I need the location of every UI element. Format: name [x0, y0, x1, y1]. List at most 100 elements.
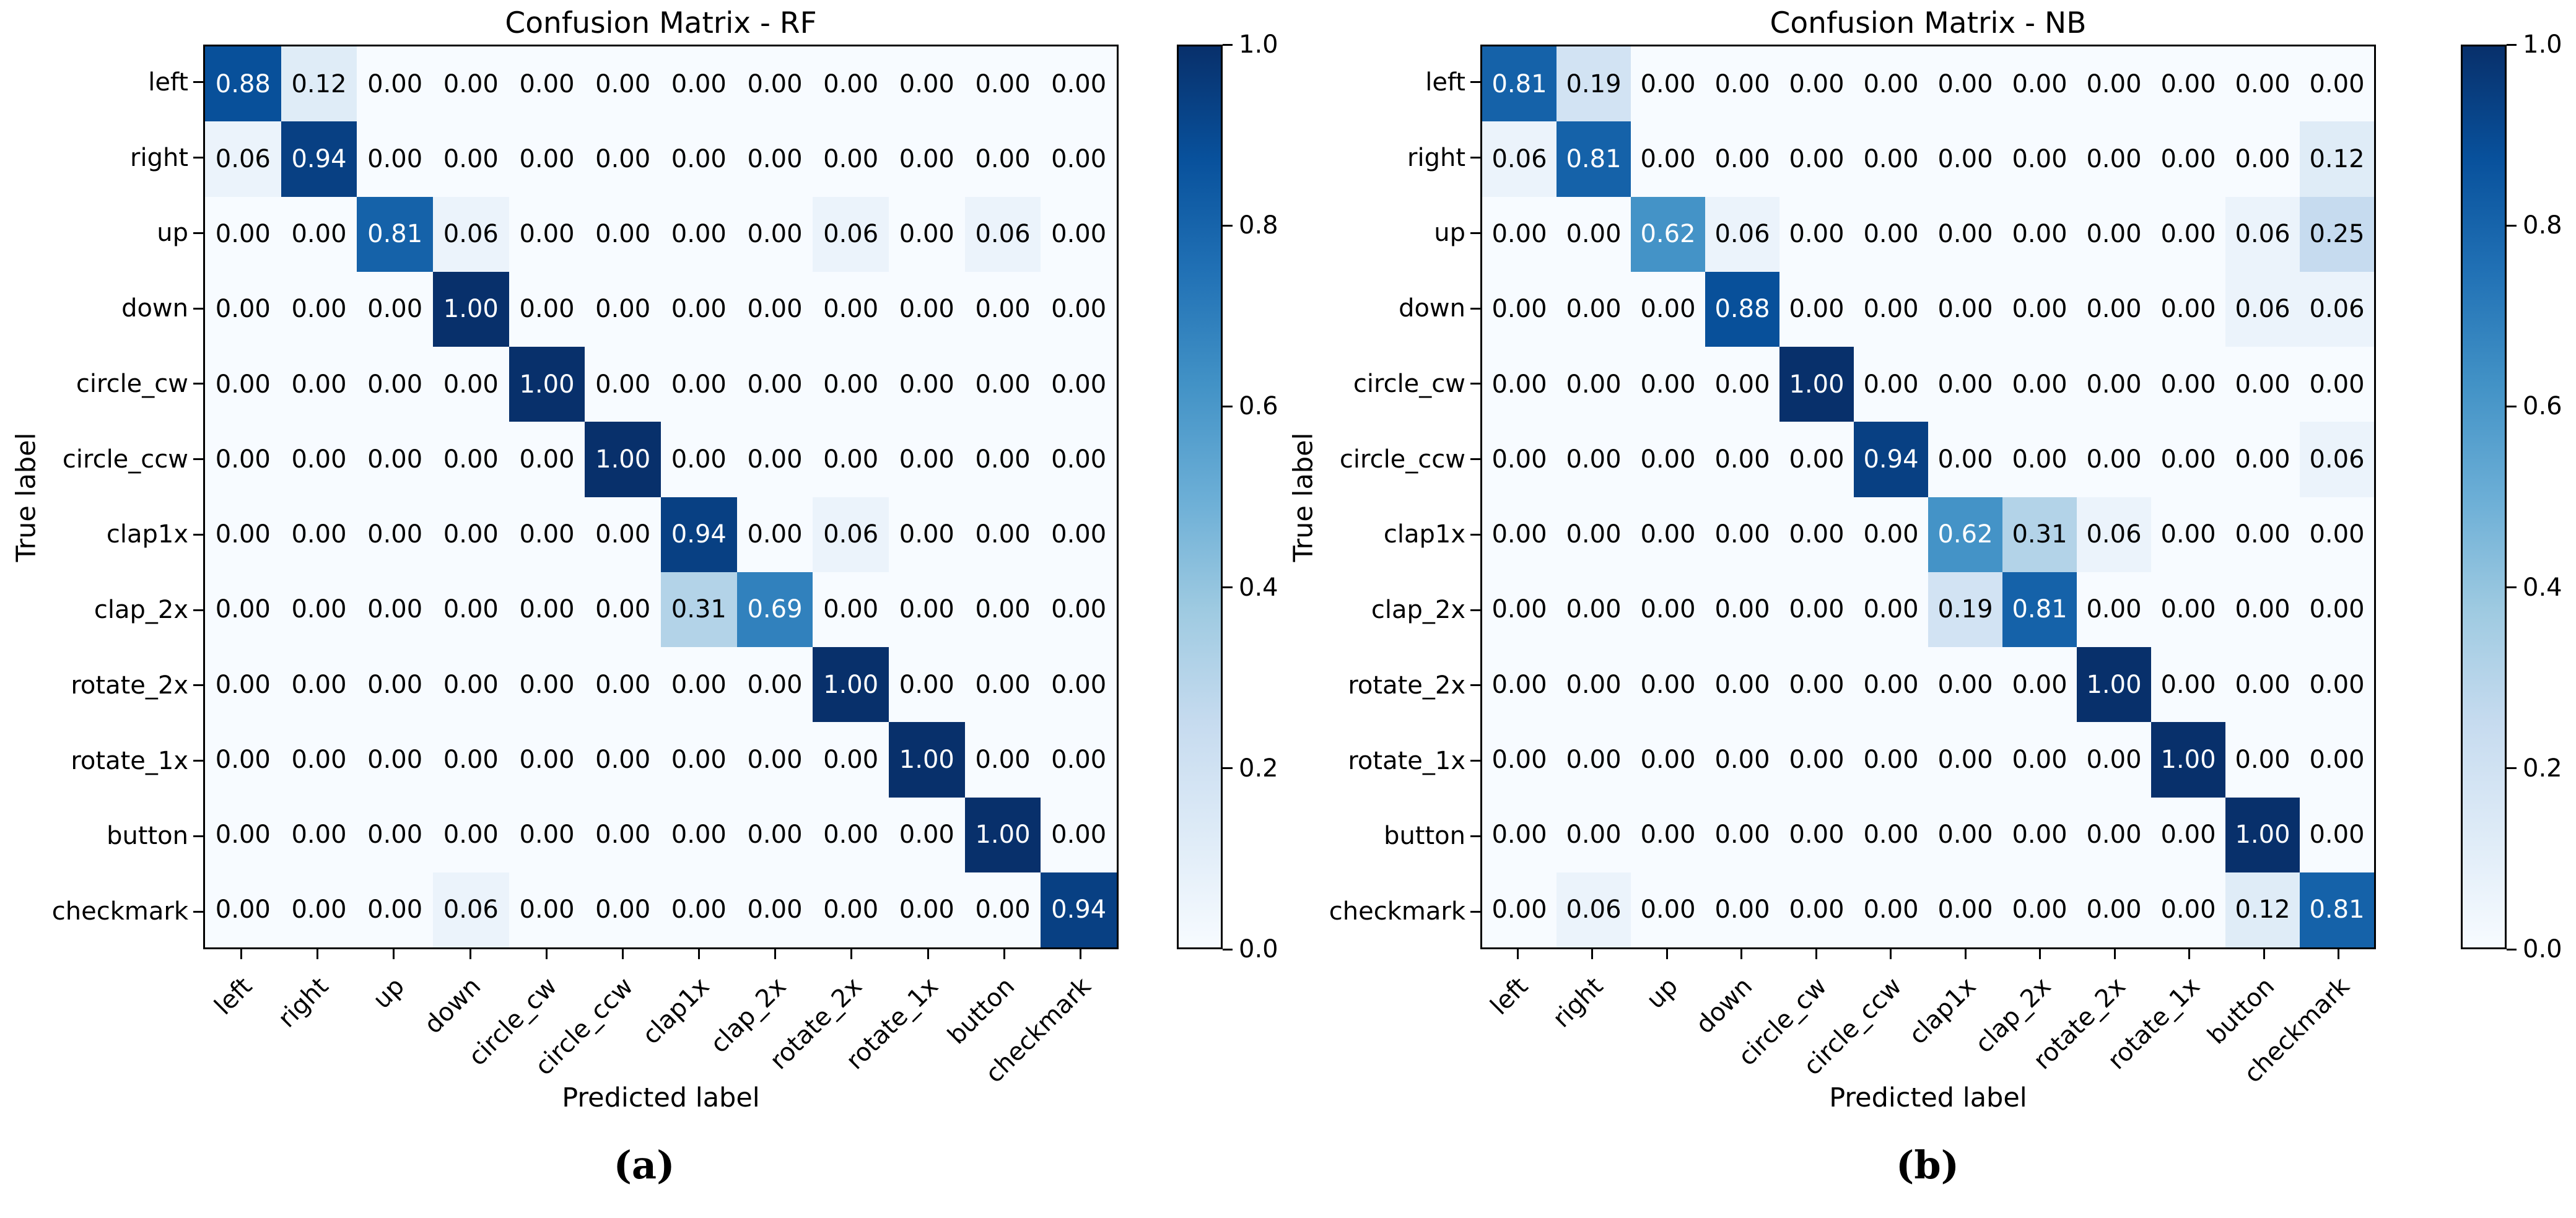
heatmap-cell: 0.00	[1041, 797, 1117, 872]
heatmap-cell: 0.00	[888, 422, 965, 497]
y-tick-label: right	[1407, 143, 1465, 172]
colorbar-tick-mark	[1223, 586, 1233, 589]
heatmap-cell: 1.00	[888, 722, 965, 798]
heatmap-cell: 0.00	[432, 347, 509, 422]
heatmap-cell: 0.62	[1928, 497, 2002, 572]
heatmap-cell: 0.00	[888, 572, 965, 647]
heatmap-cell: 0.00	[660, 722, 737, 798]
y-tick-mark	[193, 609, 203, 611]
colorbar-rf	[1177, 45, 1223, 949]
heatmap-cell: 0.00	[357, 121, 433, 197]
heatmap-cell: 0.00	[509, 422, 585, 497]
colorbar-tick-label: 1.0	[1239, 30, 1278, 59]
heatmap-cell: 0.00	[1557, 347, 1631, 422]
heatmap-cell: 0.00	[2225, 422, 2300, 497]
colorbar-tick-label: 0.6	[1239, 392, 1278, 421]
heatmap-cell: 0.00	[964, 497, 1041, 572]
y-tick-mark	[1470, 232, 1480, 234]
heatmap-cell: 0.00	[2077, 572, 2151, 647]
heatmap-cell: 0.00	[1041, 347, 1117, 422]
heatmap-cell: 0.00	[281, 572, 357, 647]
x-tick-label: down	[1690, 972, 1758, 1040]
colorbar-tick-mark	[2507, 224, 2517, 227]
heatmap-cell: 0.00	[2002, 722, 2077, 798]
y-tick-label: clap1x	[106, 520, 188, 549]
heatmap-cell: 0.00	[660, 196, 737, 272]
heatmap-cell: 0.00	[1631, 497, 1705, 572]
heatmap-cell: 0.00	[1041, 196, 1117, 272]
colorbar-tick-label: 0.6	[2523, 392, 2562, 421]
heatmap-cell: 0.00	[281, 196, 357, 272]
heatmap-cell: 0.25	[2300, 196, 2374, 272]
heatmap-cell: 0.00	[585, 722, 661, 798]
heatmap-cell: 0.00	[2225, 722, 2300, 798]
heatmap-cell: 0.00	[964, 121, 1041, 197]
colorbar-tick-mark	[2507, 948, 2517, 950]
heatmap-cell: 0.00	[509, 797, 585, 872]
heatmap-cell: 0.00	[813, 572, 889, 647]
heatmap-cell: 0.00	[2002, 347, 2077, 422]
y-tick-mark	[1470, 910, 1480, 913]
heatmap-cell: 0.00	[1854, 797, 1928, 872]
y-tick-mark	[1470, 307, 1480, 310]
y-tick-label: clap1x	[1383, 520, 1465, 549]
heatmap-cell: 0.00	[736, 46, 813, 122]
heatmap-cell: 0.06	[205, 121, 281, 197]
x-tick-mark	[621, 949, 624, 959]
heatmap-cell: 0.00	[1705, 722, 1779, 798]
heatmap-cell: 0.00	[1557, 271, 1631, 347]
y-tick-mark	[1470, 533, 1480, 536]
heatmap-cell: 0.00	[813, 797, 889, 872]
heatmap-cell: 0.12	[281, 46, 357, 122]
heatmap-cell: 0.31	[2002, 497, 2077, 572]
heatmap-cell: 0.00	[1779, 196, 1854, 272]
heatmap-cell: 0.00	[432, 46, 509, 122]
heatmap-cell: 0.00	[1557, 722, 1631, 798]
heatmap-cell: 0.00	[2002, 196, 2077, 272]
y-tick-label: checkmark	[51, 897, 188, 926]
colorbar-tick-label: 0.8	[2523, 211, 2562, 240]
heatmap-cell: 0.00	[1928, 271, 2002, 347]
heatmap-cell: 0.00	[2002, 872, 2077, 947]
heatmap-cell: 0.81	[1482, 46, 1557, 122]
heatmap-cell: 0.00	[432, 647, 509, 723]
heatmap-cell: 0.00	[2002, 797, 2077, 872]
y-tick-label: rotate_1x	[1348, 746, 1465, 775]
heatmap-cell: 1.00	[2077, 647, 2151, 723]
heatmap-cell: 0.00	[1482, 422, 1557, 497]
heatmap-cell: 0.00	[1041, 271, 1117, 347]
heatmap-cell: 0.00	[509, 722, 585, 798]
colorbar-tick-label: 0.2	[1239, 754, 1278, 783]
heatmap-cell: 1.00	[509, 347, 585, 422]
y-tick-mark	[1470, 458, 1480, 461]
heatmap-cell: 0.00	[1705, 46, 1779, 122]
heatmap-cell: 0.62	[1631, 196, 1705, 272]
y-tick-label: button	[1384, 822, 1465, 851]
heatmap-cell: 0.00	[432, 722, 509, 798]
chart-title-nb: Confusion Matrix - NB	[1770, 6, 2087, 40]
y-tick-label: circle_cw	[1353, 369, 1465, 398]
heatmap-cell: 0.06	[964, 196, 1041, 272]
heatmap-cell: 0.00	[736, 271, 813, 347]
heatmap-cell: 0.00	[2077, 121, 2151, 197]
heatmap-cell: 0.00	[1705, 422, 1779, 497]
heatmap-cell: 0.00	[1631, 572, 1705, 647]
x-tick-mark	[1003, 949, 1005, 959]
heatmap-cell: 0.00	[1041, 722, 1117, 798]
x-tick-mark	[2039, 949, 2041, 959]
heatmap-cell: 0.00	[888, 121, 965, 197]
heatmap-cell: 0.12	[2225, 872, 2300, 947]
heatmap-cell: 0.00	[1041, 46, 1117, 122]
heatmap-cell: 0.00	[1705, 647, 1779, 723]
heatmap-cell: 0.00	[2225, 647, 2300, 723]
heatmap-cell: 0.00	[1557, 196, 1631, 272]
heatmap-cell: 0.00	[2225, 347, 2300, 422]
heatmap-cell: 0.00	[2077, 347, 2151, 422]
heatmap-cell: 0.00	[357, 722, 433, 798]
heatmap-cell: 0.00	[1854, 196, 1928, 272]
y-axis-title-rf: True label	[2, 45, 50, 949]
y-tick-label: up	[157, 219, 188, 248]
heatmap-cell: 0.00	[2077, 797, 2151, 872]
heatmap-cell: 0.00	[1482, 647, 1557, 723]
heatmap-cell: 0.00	[357, 497, 433, 572]
